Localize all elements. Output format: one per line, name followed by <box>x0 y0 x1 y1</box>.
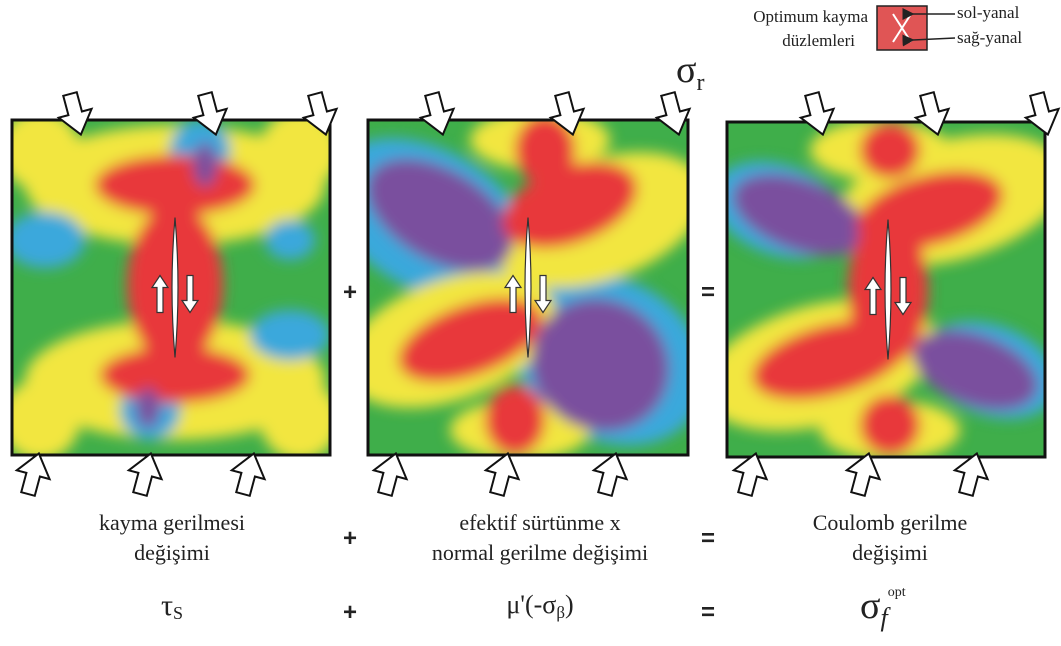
subscript: S <box>173 603 183 623</box>
figure: Optimum kayma düzlemleri sol-yanal sağ-y… <box>0 0 1061 646</box>
stress-panel <box>0 110 340 460</box>
stress-lobe <box>136 388 160 428</box>
sigma-r: σr <box>676 49 704 96</box>
symbol: σ <box>676 49 696 91</box>
operator: + <box>343 279 357 306</box>
stress-lobe <box>485 385 545 455</box>
legend-left: sol-yanal <box>957 3 1020 22</box>
legend-right: sağ-yanal <box>957 28 1022 47</box>
subscript: f <box>880 603 891 632</box>
stress-lobe <box>260 380 340 460</box>
superscript: opt <box>888 585 906 600</box>
stress-lobe <box>193 143 217 187</box>
caption: Coulomb gerilme <box>813 510 968 535</box>
symbol: μ'(-σ <box>506 590 556 619</box>
fault <box>885 220 891 360</box>
formula: μ'(-σβ) <box>506 590 573 622</box>
symbol: τ <box>161 589 173 622</box>
operator: = <box>701 525 715 552</box>
operator: + <box>343 525 357 552</box>
stress-lobe <box>265 220 315 260</box>
caption: kayma gerilmesi <box>99 510 245 535</box>
caption: değişimi <box>852 540 928 565</box>
operator: = <box>701 599 715 626</box>
caption: normal gerilme değişimi <box>432 540 648 565</box>
stress-lobe <box>250 310 330 360</box>
page: {"legend":{"label_lines":["Optimum kayma… <box>0 0 1061 646</box>
stress-panel <box>689 111 1061 460</box>
symbol: σ <box>860 585 880 627</box>
caption: efektif sürtünme x <box>459 510 620 535</box>
fault <box>525 218 531 358</box>
subscript: r <box>696 70 704 96</box>
formula: σf opt <box>860 585 906 632</box>
suffix: ) <box>565 590 574 619</box>
formula: τS <box>161 589 183 623</box>
legend-label: Optimum kayma <box>753 7 868 26</box>
stress-lobe <box>860 122 920 178</box>
operator: = <box>701 279 715 306</box>
legend: Optimum kayma düzlemleri sol-yanal sağ-y… <box>753 3 1022 50</box>
operator: + <box>343 599 357 626</box>
legend-label: düzlemleri <box>782 31 855 50</box>
stress-lobe <box>5 212 85 268</box>
stress-panel <box>300 104 737 479</box>
caption: değişimi <box>134 540 210 565</box>
panels <box>0 90 1061 499</box>
subscript: β <box>556 603 565 622</box>
fault <box>172 218 178 358</box>
stress-lobe <box>860 395 920 455</box>
